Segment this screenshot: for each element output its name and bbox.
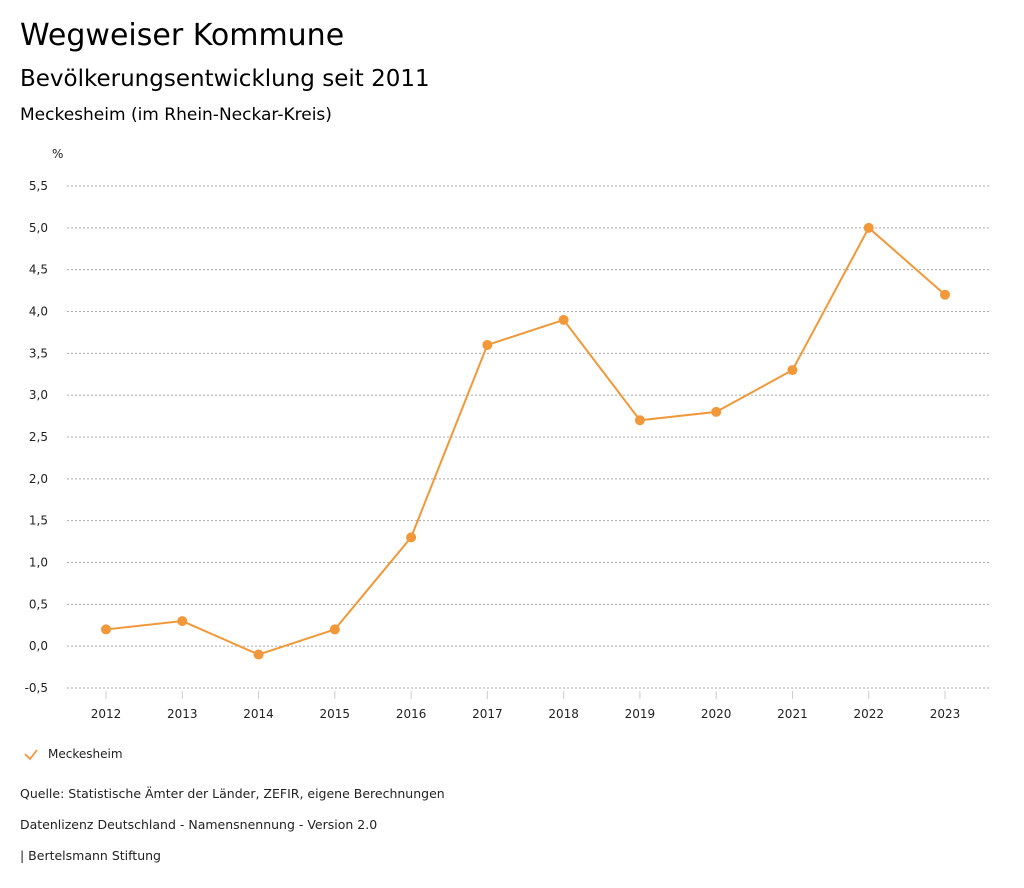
y-tick-label: 4,0 bbox=[29, 305, 48, 319]
x-tick-label: 2018 bbox=[548, 707, 579, 721]
data-point bbox=[863, 222, 874, 233]
data-point bbox=[940, 289, 950, 300]
data-point bbox=[329, 624, 340, 635]
data-point bbox=[787, 365, 798, 376]
data-point bbox=[634, 415, 645, 426]
y-tick-label: -0,5 bbox=[25, 681, 48, 695]
app-title: Wegweiser Kommune bbox=[20, 18, 345, 53]
x-tick-label: 2020 bbox=[701, 707, 732, 721]
x-tick-label: 2013 bbox=[167, 707, 198, 721]
y-tick-label: 1,0 bbox=[29, 556, 48, 570]
x-tick-label: 2017 bbox=[472, 707, 503, 721]
x-tick-label: 2021 bbox=[777, 707, 808, 721]
license-note: Datenlizenz Deutschland - Namensnennung … bbox=[20, 817, 378, 832]
x-tick-label: 2012 bbox=[91, 707, 122, 721]
x-tick-label: 2019 bbox=[625, 707, 656, 721]
x-tick-label: 2022 bbox=[853, 707, 884, 721]
y-tick-label: 1,5 bbox=[29, 514, 48, 528]
data-point bbox=[101, 624, 111, 635]
y-tick-label: 0,5 bbox=[29, 597, 48, 611]
data-point bbox=[558, 314, 569, 325]
data-point bbox=[406, 532, 417, 543]
x-tick-label: 2016 bbox=[396, 707, 427, 721]
x-tick-label: 2015 bbox=[320, 707, 351, 721]
y-tick-label: 5,5 bbox=[29, 179, 48, 193]
series-line bbox=[105, 226, 946, 656]
y-tick-label: 2,0 bbox=[29, 472, 48, 486]
source-note: Quelle: Statistische Ämter der Länder, Z… bbox=[20, 786, 445, 801]
data-point bbox=[711, 406, 722, 417]
y-tick-label: 2,5 bbox=[29, 430, 48, 444]
y-axis-unit: % bbox=[52, 147, 63, 161]
y-tick-label: 3,0 bbox=[29, 388, 48, 402]
data-point bbox=[253, 649, 264, 660]
y-tick-label: 5,0 bbox=[29, 221, 48, 235]
y-tick-label: 0,0 bbox=[29, 639, 48, 653]
chart-title: Bevölkerungsentwicklung seit 2011 bbox=[20, 66, 430, 92]
x-tick-label: 2014 bbox=[243, 707, 274, 721]
brand-note: | Bertelsmann Stiftung bbox=[20, 848, 161, 863]
x-tick-label: 2023 bbox=[930, 707, 961, 721]
legend-label: Meckesheim bbox=[48, 747, 123, 761]
data-point bbox=[482, 339, 493, 350]
y-tick-label: 4,5 bbox=[29, 263, 48, 277]
chart-subtitle: Meckesheim (im Rhein-Neckar-Kreis) bbox=[20, 105, 332, 125]
legend-check-icon bbox=[24, 749, 38, 761]
data-point bbox=[177, 616, 188, 627]
y-tick-label: 3,5 bbox=[29, 346, 48, 360]
